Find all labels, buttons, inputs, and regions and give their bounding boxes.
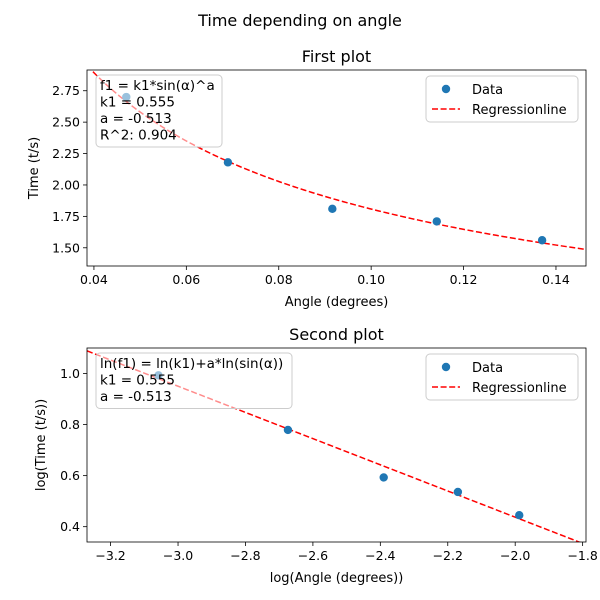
second-plot: Second plot −3.2 −3.0 −2.8 −2.6 −2.4 −2.2 −2.0 −… bbox=[34, 325, 598, 586]
y-axis-label: log(Time (t/s)) bbox=[34, 399, 49, 491]
plot-title: Second plot bbox=[289, 325, 384, 344]
data-point bbox=[283, 425, 293, 435]
y-tick-label: 1.50 bbox=[52, 240, 80, 255]
x-axis-label: Angle (degrees) bbox=[285, 295, 389, 310]
x-tick-label: −2.4 bbox=[365, 548, 395, 563]
annotation-line: a = -0.513 bbox=[100, 389, 172, 405]
data-point bbox=[515, 510, 524, 520]
plot-frame bbox=[86, 69, 587, 267]
data-point bbox=[328, 204, 337, 214]
x-tick-label: −2.0 bbox=[500, 548, 530, 563]
y-tick-label: 2.50 bbox=[52, 115, 80, 130]
y-tick-label: 0.4 bbox=[60, 519, 80, 534]
x-tick-label: 0.14 bbox=[542, 272, 570, 287]
x-tick-label: −2.2 bbox=[433, 548, 463, 563]
y-tick-label: 1.75 bbox=[52, 209, 80, 224]
x-tick-label: 0.04 bbox=[80, 272, 108, 287]
legend-marker-data bbox=[441, 362, 451, 372]
plot-title: First plot bbox=[302, 47, 371, 66]
annotation-line: a = -0.513 bbox=[100, 111, 172, 127]
x-axis-label: log(Angle (degrees)) bbox=[270, 571, 404, 586]
legend-box bbox=[425, 353, 579, 401]
y-axis-label: Time (t/s) bbox=[27, 137, 42, 200]
legend-label-regression: Regressionline bbox=[472, 103, 567, 118]
x-tick-label: 0.12 bbox=[450, 272, 478, 287]
y-tick-label: 1.0 bbox=[60, 366, 80, 381]
x-tick-label: −3.2 bbox=[95, 548, 125, 563]
y-tick-label: 2.25 bbox=[52, 146, 80, 161]
legend-label-data: Data bbox=[472, 361, 503, 376]
annotation-line: f1 = k1*sin(α)^a bbox=[100, 78, 215, 94]
annotation-box bbox=[95, 74, 223, 148]
y-tick-label: 0.6 bbox=[60, 468, 80, 483]
legend-box bbox=[425, 75, 579, 123]
data-point bbox=[379, 473, 388, 482]
data-point bbox=[223, 158, 233, 167]
annotation-line: R^2: 0.904 bbox=[100, 128, 177, 144]
x-tick-label: 0.06 bbox=[172, 272, 200, 287]
x-tick-label: 0.08 bbox=[265, 272, 293, 287]
first-plot: First plot 0.04 0.06 0.08 0.10 0.12 0.14 1.50 1.… bbox=[27, 47, 587, 310]
data-point bbox=[432, 217, 441, 226]
y-tick-label: 2.00 bbox=[52, 177, 80, 192]
figure-title: Time depending on angle bbox=[197, 11, 402, 30]
x-tick-label: −2.6 bbox=[298, 548, 328, 563]
legend-label-regression: Regressionline bbox=[472, 381, 567, 396]
data-point bbox=[453, 487, 463, 497]
x-tick-label: −1.8 bbox=[567, 548, 597, 563]
x-tick-label: −2.8 bbox=[230, 548, 260, 563]
legend-label-data: Data bbox=[472, 83, 503, 98]
y-tick-label: 0.8 bbox=[60, 417, 80, 432]
annotation-line: ln(f1) = ln(k1)+a*ln(sin(α)) bbox=[100, 356, 283, 372]
y-tick-label: 2.75 bbox=[52, 83, 80, 98]
x-tick-label: −3.0 bbox=[163, 548, 193, 563]
legend-marker-data bbox=[441, 84, 451, 94]
data-point bbox=[537, 236, 547, 245]
plot-frame bbox=[86, 347, 587, 543]
annotation-box bbox=[95, 352, 293, 409]
x-tick-label: 0.10 bbox=[357, 272, 385, 287]
annotation-line: k1 = 0.555 bbox=[100, 95, 175, 111]
annotation-line: k1 = 0.555 bbox=[100, 373, 175, 389]
